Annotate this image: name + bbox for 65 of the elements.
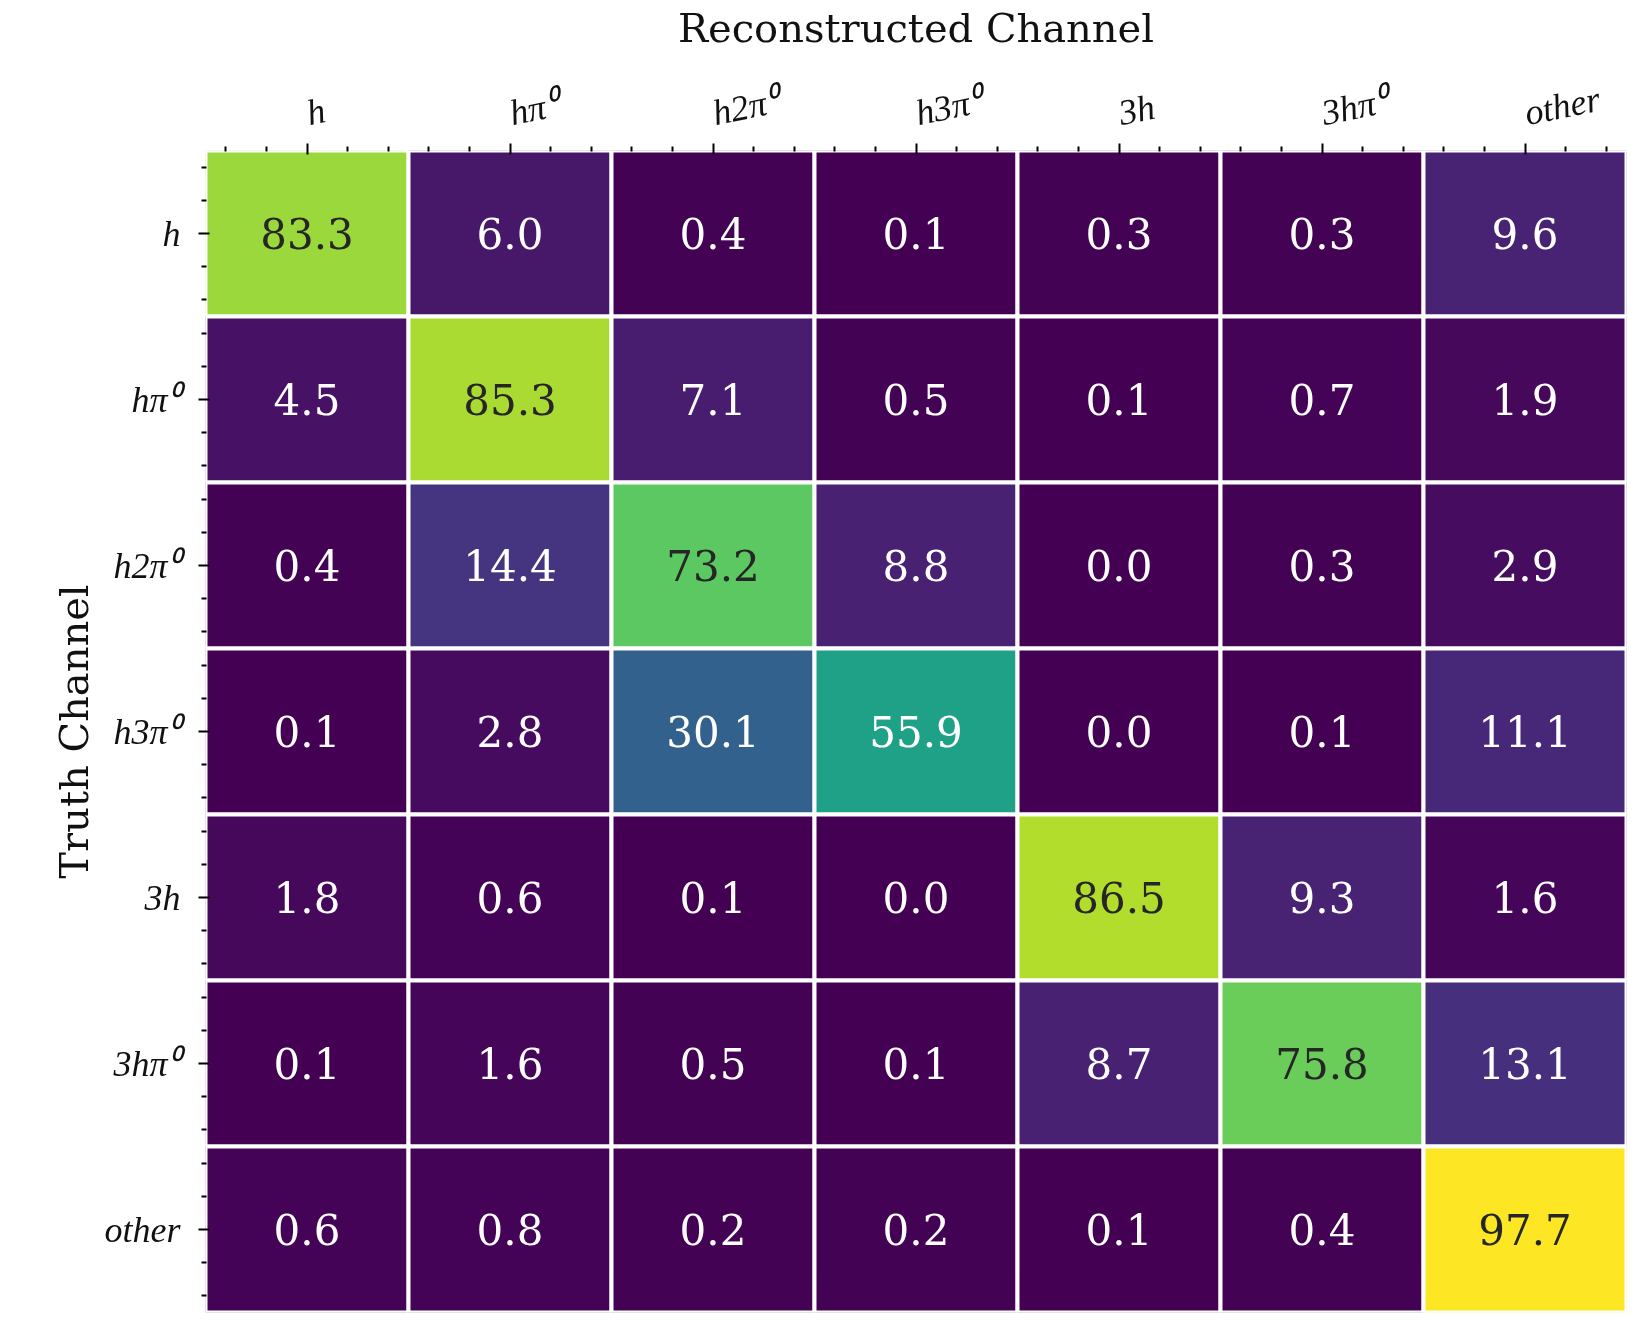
- data-label: 1.6: [476, 1040, 544, 1089]
- data-label: 86.5: [1072, 874, 1166, 923]
- data-label: 55.9: [869, 708, 963, 757]
- data-label: 0.2: [679, 1206, 747, 1255]
- data-label: 0.0: [1085, 708, 1153, 757]
- data-label: 0.4: [1288, 1206, 1356, 1255]
- y-tick-label: hπ⁰: [131, 379, 187, 420]
- data-label: 8.8: [882, 542, 950, 591]
- x-tick-label: h: [303, 90, 329, 134]
- y-tick-label: h3π⁰: [113, 711, 187, 752]
- data-label: 0.1: [882, 210, 950, 259]
- data-label: 0.1: [882, 1040, 950, 1089]
- x-tick-label: 3h: [1114, 86, 1159, 134]
- data-label: 97.7: [1478, 1206, 1572, 1255]
- data-label: 73.2: [666, 542, 760, 591]
- x-tick-label: other: [1521, 78, 1605, 134]
- y-tick-label: h2π⁰: [113, 545, 187, 586]
- data-label: 0.1: [273, 1040, 341, 1089]
- data-label: 4.5: [273, 376, 341, 425]
- data-label: 0.4: [273, 542, 341, 591]
- data-label: 0.1: [679, 874, 747, 923]
- data-label: 13.1: [1478, 1040, 1572, 1089]
- data-label: 0.3: [1288, 542, 1356, 591]
- data-label: 85.3: [463, 376, 557, 425]
- data-label: 7.1: [679, 376, 747, 425]
- data-label: 0.5: [679, 1040, 747, 1089]
- x-axis-title: Reconstructed Channel: [677, 5, 1155, 52]
- x-tick-label: hπ⁰: [506, 82, 568, 134]
- data-label: 0.1: [1288, 708, 1356, 757]
- data-label: 75.8: [1275, 1040, 1369, 1089]
- data-label: 0.1: [1085, 1206, 1153, 1255]
- data-label: 0.5: [882, 376, 950, 425]
- data-label: 8.7: [1085, 1040, 1153, 1089]
- data-label: 9.3: [1288, 874, 1356, 923]
- data-label: 6.0: [476, 210, 544, 259]
- y-tick-label: 3h: [143, 877, 181, 918]
- data-label: 14.4: [463, 542, 557, 591]
- data-label: 0.0: [882, 874, 950, 923]
- data-label: 0.3: [1085, 210, 1153, 259]
- data-label: 0.0: [1085, 542, 1153, 591]
- data-label: 30.1: [666, 708, 760, 757]
- data-label: 0.2: [882, 1206, 950, 1255]
- data-label: 0.6: [476, 874, 544, 923]
- data-label: 1.6: [1491, 874, 1559, 923]
- data-label: 0.1: [273, 708, 341, 757]
- data-label: 0.3: [1288, 210, 1356, 259]
- data-label: 1.8: [273, 874, 341, 923]
- data-label: 0.1: [1085, 376, 1153, 425]
- data-label: 83.3: [260, 210, 354, 259]
- data-label: 0.7: [1288, 376, 1356, 425]
- data-label: 11.1: [1478, 708, 1572, 757]
- data-label: 9.6: [1491, 210, 1559, 259]
- y-tick-label: h: [162, 213, 181, 254]
- y-tick-label: other: [104, 1209, 182, 1250]
- data-label: 0.6: [273, 1206, 341, 1255]
- data-label: 1.9: [1491, 376, 1559, 425]
- x-tick-label: 3hπ⁰: [1317, 79, 1398, 134]
- data-label: 0.4: [679, 210, 747, 259]
- data-label: 2.9: [1491, 542, 1559, 591]
- y-axis-title: Truth Channel: [50, 584, 97, 879]
- data-label: 0.8: [476, 1206, 544, 1255]
- x-tick-label: h2π⁰: [709, 79, 789, 134]
- y-tick-label: 3hπ⁰: [112, 1043, 187, 1084]
- x-tick-label: h3π⁰: [912, 79, 992, 134]
- data-label: 2.8: [476, 708, 544, 757]
